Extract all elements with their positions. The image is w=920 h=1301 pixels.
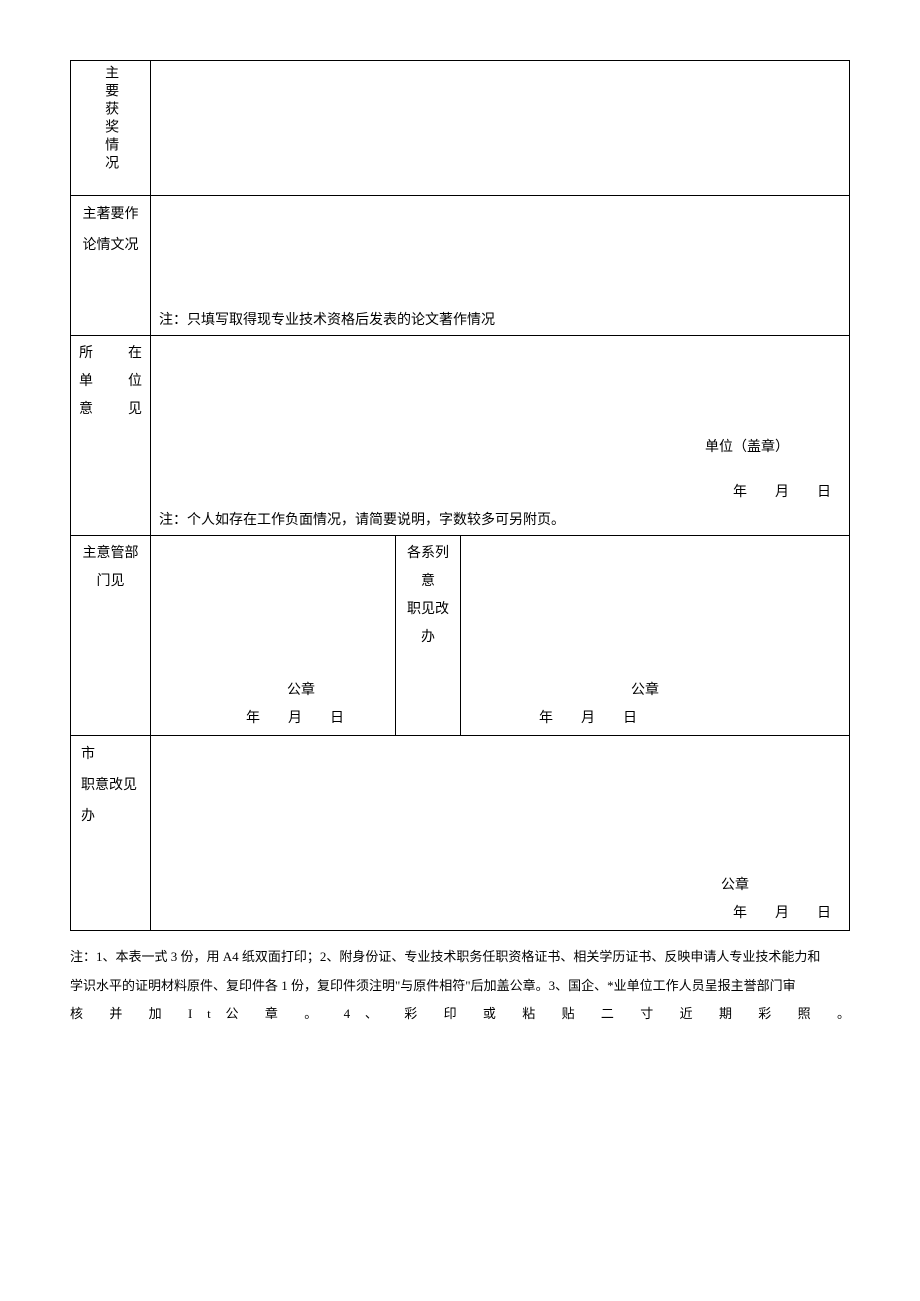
dept-left-year: 年 <box>246 707 260 727</box>
dept-left-day: 日 <box>330 707 344 727</box>
footer-line2: 学识水平的证明材料原件、复印件各 1 份，复印件须注明"与原件相符"后加盖公章。… <box>70 972 850 1001</box>
city-opinion-content: 公章 年 月 日 <box>151 736 850 931</box>
dept-opinion-row: 主意管部 门见 公章 年 月 日 各系列意 职见改办 公章 年 月 日 <box>71 536 850 736</box>
city-date: 年 月 日 <box>733 902 831 922</box>
dept-left-date: 年 月 日 <box>246 707 395 727</box>
unit-label-line3: 意 见 <box>79 396 142 424</box>
unit-opinion-content: 单位（盖章） 年 月 日 注：个人如存在工作负面情况，请简要说明，字数较多可另附… <box>151 336 850 536</box>
dept-mid-label-cell: 各系列意 职见改办 <box>396 536 461 736</box>
unit-opinion-row: 所 在 单 位 意 见 单位（盖章） 年 月 日 注：个人如存在工作负面情况，请… <box>71 336 850 536</box>
dept-left-content: 公章 年 月 日 <box>151 536 396 736</box>
unit-date-line: 年 月 日 <box>733 481 831 501</box>
publications-row: 主著要作 论情文况 注：只填写取得现专业技术资格后发表的论文著作情况 <box>71 196 850 336</box>
unit-month: 月 <box>775 481 789 501</box>
dept-right-date: 年 月 日 <box>539 707 637 727</box>
city-opinion-row: 市 职意改见 办 公章 年 月 日 <box>71 736 850 931</box>
awards-label: 主要获奖情况 <box>98 65 123 173</box>
city-label-line1: 市 <box>81 740 142 771</box>
city-day: 日 <box>817 902 831 922</box>
approval-form-table: 主要获奖情况 主著要作 论情文况 注：只填写取得现专业技术资格后发表的论文著作情… <box>70 60 850 931</box>
dept-right-year: 年 <box>539 707 553 727</box>
pub-label-col1: 主著要作 <box>83 200 139 231</box>
unit-label-line2: 单 位 <box>79 368 142 396</box>
dept-mid-label1: 各系列意 <box>404 540 452 596</box>
publications-content: 注：只填写取得现专业技术资格后发表的论文著作情况 <box>151 196 850 336</box>
footer-line3: 核 并 加 I t 公 章 。 4 、 彩 印 或 粘 贴 二 寸 近 期 彩 … <box>70 1000 850 1029</box>
city-label-line2: 职意改见 <box>81 771 142 802</box>
unit-seal-text: 单位（盖章） <box>705 436 789 456</box>
unit-opinion-label-cell: 所 在 单 位 意 见 <box>71 336 151 536</box>
dept-left-label2: 门见 <box>79 568 142 596</box>
dept-right-day: 日 <box>623 707 637 727</box>
city-month: 月 <box>775 902 789 922</box>
pub-label-col2: 论情文况 <box>83 231 139 262</box>
unit-label-line1: 所 在 <box>79 340 142 368</box>
awards-label-cell: 主要获奖情况 <box>71 61 151 196</box>
dept-left-month: 月 <box>288 707 302 727</box>
city-seal: 公章 <box>721 874 749 894</box>
unit-opinion-note: 注：个人如存在工作负面情况，请简要说明，字数较多可另附页。 <box>159 505 565 529</box>
dept-mid-label2: 职见改办 <box>404 596 452 652</box>
publications-label: 主著要作 <box>79 200 142 231</box>
dept-right-month: 月 <box>581 707 595 727</box>
dept-right-seal: 公章 <box>631 679 659 699</box>
city-label-line3: 办 <box>81 802 142 833</box>
awards-row: 主要获奖情况 <box>71 61 850 196</box>
publications-label-cell: 主著要作 论情文况 <box>71 196 151 336</box>
city-label-cell: 市 职意改见 办 <box>71 736 151 931</box>
publications-note: 注：只填写取得现专业技术资格后发表的论文著作情况 <box>159 305 495 329</box>
unit-day: 日 <box>817 481 831 501</box>
publications-label2: 论情文况 <box>79 231 142 262</box>
footer-line1: 注：1、本表一式 3 份，用 A4 纸双面打印；2、附身份证、专业技术职务任职资… <box>70 943 850 972</box>
dept-left-label-cell: 主意管部 门见 <box>71 536 151 736</box>
dept-left-label1: 主意管部 <box>79 540 142 568</box>
dept-left-seal: 公章 <box>287 679 315 699</box>
dept-right-content: 公章 年 月 日 <box>461 536 850 736</box>
city-year: 年 <box>733 902 747 922</box>
footer-note: 注：1、本表一式 3 份，用 A4 纸双面打印；2、附身份证、专业技术职务任职资… <box>70 943 850 1029</box>
awards-content <box>151 61 850 196</box>
unit-year: 年 <box>733 481 747 501</box>
